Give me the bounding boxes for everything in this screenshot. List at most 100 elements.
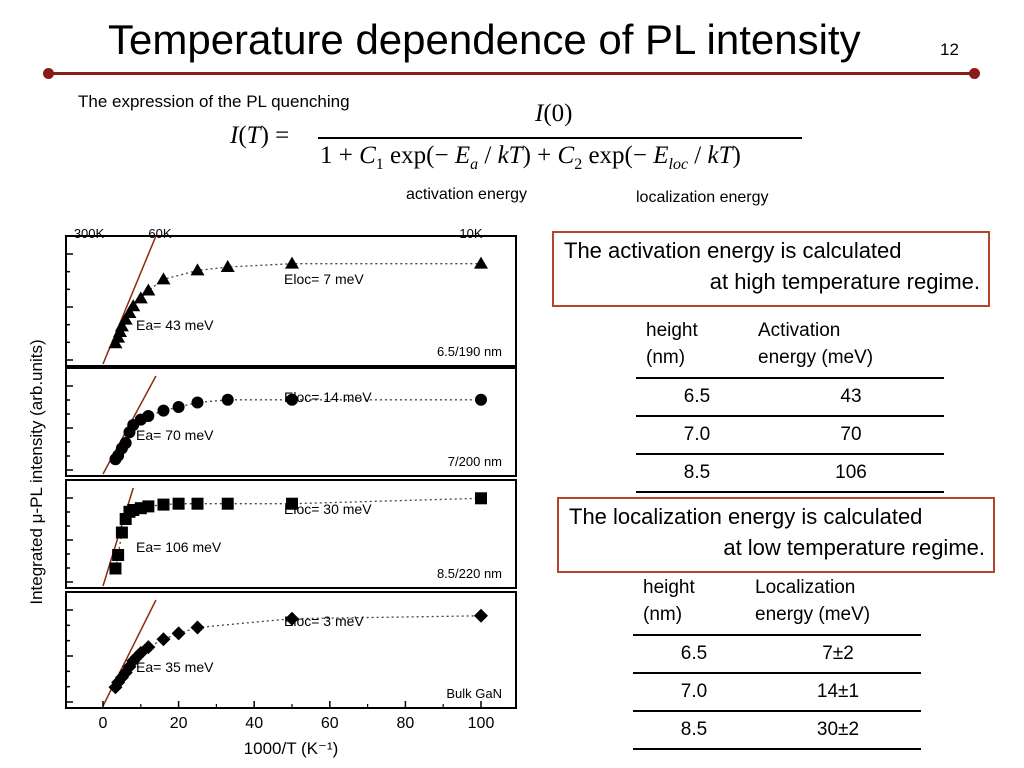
table-cell: 30±2	[755, 711, 921, 750]
table-cell: 6.5	[636, 378, 758, 417]
data-point	[141, 283, 156, 296]
x-tick-label: 40	[245, 715, 263, 732]
plot-panel: Eloc= 14 meV Ea= 70 meV 7/200 nm	[65, 367, 517, 477]
data-point	[118, 665, 133, 680]
data-point	[157, 498, 170, 511]
data-point	[190, 263, 205, 276]
localization-note: The localization energy is calculated at…	[557, 497, 995, 573]
table-cell: 8.5	[636, 454, 758, 493]
title-divider	[48, 72, 976, 75]
x-tick-label: 0	[99, 715, 108, 732]
localization-energy-label: localization energy	[636, 189, 769, 206]
activation-table-header-energy: Activation energy (meV)	[758, 317, 944, 379]
plot-panel: Eloc= 30 meV Ea= 106 meV 8.5/220 nm	[65, 479, 517, 589]
data-point	[172, 497, 185, 510]
table-cell: 106	[758, 454, 944, 493]
sample-label: Bulk GaN	[446, 686, 502, 701]
data-point	[133, 291, 148, 304]
data-point	[114, 319, 129, 332]
sample-label: 6.5/190 nm	[437, 344, 502, 359]
pl-intensity-figure: 300K 60K 10K Eloc= 7 meV Ea= 43 meV 6.5/190 …	[27, 226, 517, 758]
table-cell: 7.0	[633, 673, 755, 712]
data-point	[171, 626, 186, 641]
sample-label: 7/200 nm	[448, 454, 502, 469]
data-point	[119, 513, 132, 525]
localization-table-header-energy: Localization energy (meV)	[755, 574, 921, 636]
data-point	[221, 497, 234, 510]
data-point	[220, 260, 235, 273]
pl-quenching-equation: I(T) = I(0) 1 + C1 exp(− Ea / kT) + C2 e…	[230, 100, 810, 190]
data-point	[142, 410, 155, 422]
localization-table-header-height: height (nm)	[633, 574, 755, 636]
data-point	[475, 492, 487, 505]
equation-denominator: 1 + C1 exp(− Ea / kT) + C2 exp(− Eloc / …	[320, 142, 741, 173]
sample-label: 8.5/220 nm	[437, 566, 502, 581]
table-row: 7.0 70	[636, 416, 944, 455]
data-point	[142, 500, 155, 513]
ea-label: Ea= 43 meV	[136, 317, 214, 333]
table-row: 8.5 30±2	[633, 711, 921, 750]
data-point	[141, 640, 156, 655]
table-cell: 70	[758, 416, 944, 455]
equation-lhs: I(T) =	[230, 122, 290, 149]
table-row: 8.5 106	[636, 454, 944, 493]
x-axis-label: 1000/T (K⁻¹)	[244, 739, 339, 758]
table-cell: 7±2	[755, 635, 921, 674]
panel-frame	[65, 235, 517, 367]
x-tick-label: 60	[321, 715, 339, 732]
data-point	[126, 299, 141, 312]
plot-panel: Eloc= 3 meV Ea= 35 meV Bulk GaN	[65, 591, 517, 709]
equation-numerator: I(0)	[535, 100, 573, 127]
data-point	[122, 305, 137, 318]
data-point	[119, 437, 132, 449]
activation-note-line1: The activation energy is calculated	[564, 238, 902, 263]
data-point	[286, 393, 298, 406]
table-cell: 6.5	[633, 635, 755, 674]
activation-energy-table: height (nm) Activation energy (meV) 6.5 4…	[636, 317, 944, 493]
data-point	[285, 256, 299, 269]
table-cell: 8.5	[633, 711, 755, 750]
data-point	[221, 393, 234, 406]
panel-frame	[65, 591, 517, 709]
data-point	[122, 659, 137, 674]
slide-number: 12	[940, 40, 959, 59]
localization-note-line2: at low temperature regime.	[723, 535, 985, 560]
panel-frame	[65, 479, 517, 589]
ea-label: Ea= 106 meV	[136, 539, 222, 555]
localization-note-line1: The localization energy is calculated	[569, 504, 923, 529]
data-point	[157, 404, 170, 417]
fraction-bar	[318, 137, 802, 139]
x-tick-label: 20	[170, 715, 188, 732]
data-point	[191, 497, 204, 510]
data-point	[190, 620, 205, 635]
data-point	[156, 272, 171, 285]
table-cell: 14±1	[755, 673, 921, 712]
data-point	[191, 396, 204, 409]
data-point	[109, 562, 122, 575]
data-point	[115, 526, 128, 539]
plot-panel: Eloc= 7 meV Ea= 43 meV 6.5/190 nm	[65, 235, 517, 367]
localization-energy-table: height (nm) Localization energy (meV) 6.…	[633, 574, 921, 750]
data-point	[126, 653, 141, 668]
divider-left-dot	[43, 68, 54, 79]
data-point	[285, 611, 299, 626]
data-point	[286, 497, 298, 510]
temperature-mark-label: 300K	[74, 226, 105, 241]
activation-note-line2: at high temperature regime.	[709, 269, 980, 294]
temperature-mark-label: 60K	[148, 226, 171, 241]
x-tick-label: 100	[468, 715, 495, 732]
data-point	[112, 549, 125, 561]
panel-frame	[65, 367, 517, 477]
eloc-label: Eloc= 14 meV	[284, 389, 372, 405]
ea-label: Ea= 35 meV	[136, 659, 214, 675]
table-cell: 7.0	[636, 416, 758, 455]
eloc-label: Eloc= 7 meV	[284, 271, 364, 287]
temperature-mark-label: 10K	[459, 226, 482, 241]
data-point	[172, 401, 185, 413]
data-point	[474, 608, 488, 623]
data-point	[156, 632, 171, 647]
ea-label: Ea= 70 meV	[136, 427, 214, 443]
table-row: 7.0 14±1	[633, 673, 921, 712]
table-row: 6.5 43	[636, 378, 944, 417]
data-point	[475, 393, 487, 406]
